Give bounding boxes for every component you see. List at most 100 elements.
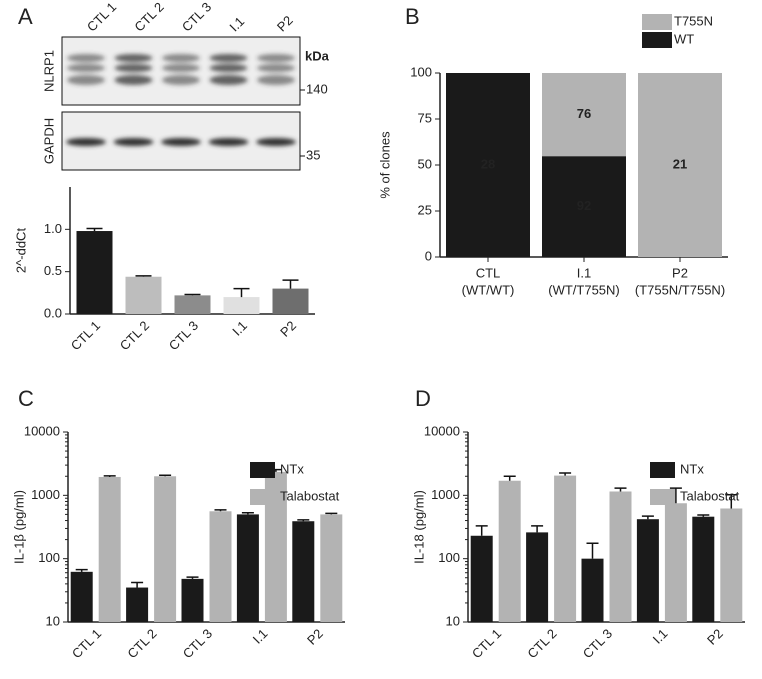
bar bbox=[470, 535, 493, 622]
error-bar bbox=[86, 227, 103, 232]
x-tick-label: CTL 3 bbox=[166, 318, 201, 353]
bar bbox=[526, 532, 549, 622]
legend-label: Talabostat bbox=[280, 488, 340, 503]
bar bbox=[76, 231, 113, 314]
error-bar bbox=[131, 581, 144, 588]
bar bbox=[581, 558, 604, 622]
error-bar bbox=[241, 512, 254, 515]
x-tick-label: I.1 bbox=[250, 626, 271, 647]
x-tick-label: I.1 bbox=[650, 626, 671, 647]
bar bbox=[223, 297, 260, 314]
bar bbox=[692, 516, 715, 622]
x-tick-label: P2 bbox=[277, 318, 299, 340]
band bbox=[209, 75, 248, 85]
y-tick-label: 10000 bbox=[24, 423, 60, 438]
bar bbox=[636, 519, 659, 622]
band bbox=[208, 138, 249, 146]
y-tick-label: 100 bbox=[38, 550, 60, 565]
error-bar bbox=[669, 487, 682, 504]
panel-label: D bbox=[415, 386, 431, 411]
band bbox=[257, 64, 295, 72]
bar bbox=[498, 480, 521, 622]
lane-label: CTL 1 bbox=[84, 0, 119, 35]
y-tick-label: 0.0 bbox=[44, 305, 62, 320]
x-tick-label: CTL 2 bbox=[117, 318, 152, 353]
y-tick-label: 10000 bbox=[424, 423, 460, 438]
legend-swatch bbox=[250, 489, 275, 505]
y-axis-label: IL-18 (pg/ml) bbox=[411, 490, 426, 564]
band bbox=[114, 64, 153, 72]
protein-label: GAPDH bbox=[41, 118, 56, 164]
x-tick-label: CTL 1 bbox=[68, 318, 103, 353]
lane-label: P2 bbox=[274, 13, 296, 35]
error-bar bbox=[282, 279, 299, 289]
legend-swatch bbox=[642, 32, 672, 48]
error-bar bbox=[531, 525, 544, 533]
bar bbox=[664, 503, 687, 622]
error-bar bbox=[641, 515, 654, 520]
bar bbox=[209, 511, 232, 622]
bar-segment bbox=[542, 156, 626, 257]
bar bbox=[264, 471, 287, 622]
error-bar bbox=[103, 475, 116, 477]
band bbox=[161, 138, 201, 146]
y-tick-label: 100 bbox=[438, 550, 460, 565]
marker-label: 140 bbox=[306, 81, 328, 96]
error-bar bbox=[159, 474, 172, 477]
bar bbox=[181, 578, 204, 622]
lane-label: I.1 bbox=[226, 14, 247, 35]
bar bbox=[320, 514, 343, 622]
bar-segment bbox=[638, 73, 722, 257]
bar bbox=[98, 476, 121, 622]
band bbox=[113, 138, 154, 146]
error-bar bbox=[725, 494, 738, 509]
x-tick-label: P2 bbox=[304, 626, 326, 648]
bar-segment bbox=[542, 73, 626, 157]
band bbox=[257, 75, 295, 85]
x-tick-label: CTL 2 bbox=[524, 626, 559, 661]
marker-label: 35 bbox=[306, 147, 320, 162]
legend-swatch bbox=[650, 489, 675, 505]
x-tick-label: CTL 1 bbox=[469, 626, 504, 661]
x-tick-label: (WT/WT) bbox=[462, 282, 515, 297]
x-tick-label: CTL 3 bbox=[180, 626, 215, 661]
bar bbox=[126, 587, 149, 622]
x-tick-label: (T755N/T755N) bbox=[635, 282, 725, 297]
lane-label: CTL 2 bbox=[131, 0, 166, 35]
lane-label: CTL 3 bbox=[179, 0, 214, 35]
x-tick-label: I.1 bbox=[577, 265, 591, 280]
error-bar bbox=[214, 509, 227, 512]
band bbox=[257, 54, 295, 62]
band bbox=[114, 54, 153, 62]
error-bar bbox=[559, 472, 572, 476]
error-bar bbox=[475, 525, 488, 536]
bar bbox=[174, 295, 211, 314]
legend-label: T755N bbox=[674, 13, 713, 28]
count-label: 76 bbox=[577, 106, 591, 121]
error-bar bbox=[697, 514, 710, 517]
error-bar bbox=[75, 568, 88, 572]
bar bbox=[70, 571, 93, 622]
bar bbox=[236, 514, 259, 622]
error-bar bbox=[135, 275, 152, 277]
y-tick-label: 75 bbox=[418, 110, 432, 125]
bar bbox=[554, 475, 577, 622]
x-tick-label: P2 bbox=[704, 626, 726, 648]
bar-segment bbox=[446, 73, 530, 257]
legend-swatch bbox=[250, 462, 275, 478]
bar bbox=[609, 491, 632, 622]
y-tick-label: 0.5 bbox=[44, 263, 62, 278]
y-tick-label: 0 bbox=[425, 248, 432, 263]
legend-label: NTx bbox=[280, 461, 304, 476]
error-bar bbox=[297, 519, 310, 522]
y-tick-label: 1000 bbox=[31, 487, 60, 502]
band bbox=[162, 75, 200, 85]
y-tick-label: 1.0 bbox=[44, 221, 62, 236]
unit-label: kDa bbox=[305, 48, 330, 63]
band bbox=[114, 75, 153, 85]
panel-label: A bbox=[18, 4, 33, 29]
bar bbox=[720, 508, 743, 622]
legend-swatch bbox=[642, 14, 672, 30]
error-bar bbox=[503, 475, 516, 481]
band bbox=[256, 138, 296, 146]
